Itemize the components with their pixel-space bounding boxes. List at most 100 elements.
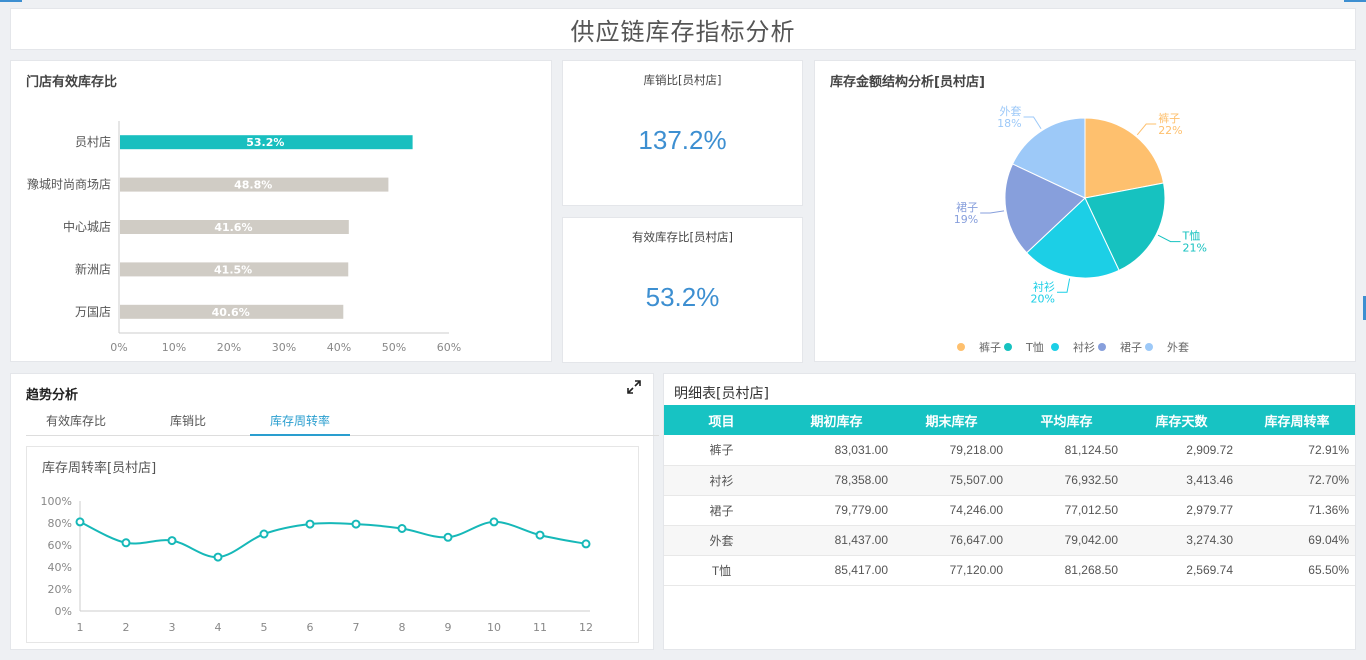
data-point [535,530,545,540]
x-tick-label: 10 [487,621,501,634]
table-cell: 外套 [664,525,779,556]
expand-icon[interactable] [627,380,641,394]
bar-value-label: 40.6% [212,306,250,319]
x-tick-label: 1 [77,621,84,634]
kpi-effective-ratio-title: 有效库存比[员村店] [632,230,733,244]
table-cell: 衬衫 [664,465,779,496]
x-tick-label: 9 [445,621,452,634]
pie-slice-name: 外套 [1000,105,1022,118]
table-cell: 2,569.74 [1124,555,1239,586]
legend-label: 裤子 [979,340,1001,354]
pie-leader-line [1023,116,1042,130]
table-cell: 71.36% [1239,495,1355,526]
bar [120,262,349,277]
col-turnover[interactable]: 库存周转率 [1239,405,1355,435]
legend-label: T恤 [1025,341,1044,354]
table-cell: 77,012.50 [1009,495,1124,526]
page-title: 供应链库存指标分析 [570,17,796,46]
table-row: 衬衫 78,358.00 75,507.00 76,932.50 3,413.46 72.… [664,465,1355,496]
pie-slice [1084,117,1165,199]
x-tick-label: 6 [307,621,314,634]
bar [120,135,413,150]
pie-slice [1084,182,1166,272]
tab-turnover-rate[interactable]: 库存周转率 [250,412,350,436]
x-tick-label: 60% [437,341,461,354]
kpi-sales-ratio-panel: 库销比[员村店] 137.2% [562,60,803,206]
data-point [581,539,591,549]
col-opening-stock[interactable]: 期初库存 [779,405,894,435]
page-title-bar: 供应链库存指标分析 [10,8,1356,50]
bar-value-label: 48.8% [234,179,272,192]
store-ratio-panel: 门店有效库存比 0% 10% 20% 30% 40% 50% 60% 员村店 53.2% 豫城时尚… [10,60,552,362]
data-point [167,536,177,546]
bar-category-label: 新洲店 [75,261,111,276]
pie-slice-percent: 21% [1183,242,1207,255]
table-cell: 72.91% [1239,435,1355,466]
col-item[interactable]: 项目 [664,405,779,435]
pie-slice-percent: 20% [1031,292,1055,305]
table-cell: 72.70% [1239,465,1355,496]
top-right-edge-mark [1344,0,1366,2]
col-stock-days[interactable]: 库存天数 [1124,405,1239,435]
table-header-row: 项目 期初库存 期末库存 平均库存 库存天数 库存周转率 [664,405,1355,435]
x-tick-label: 50% [382,341,406,354]
x-tick-label: 11 [533,621,547,634]
col-avg-stock[interactable]: 平均库存 [1009,405,1124,435]
kpi-sales-ratio-value: 137.2% [638,125,727,155]
legend-marker [1004,343,1012,351]
table-cell: 裤子 [664,435,779,466]
x-tick-label: 30% [272,341,296,354]
x-tick-label: 40% [327,341,351,354]
trend-title: 趋势分析 [26,388,79,403]
x-tick-label: 3 [169,621,176,634]
store-ratio-bar-chart: 0% 10% 20% 30% 40% 50% 60% 员村店 53.2% 豫城时尚商场店 48.8%… [27,121,461,354]
bar [120,177,389,192]
table-row: 裤子 83,031.00 79,218.00 81,124.50 2,909.72 72.… [664,435,1355,466]
legend-marker [1145,343,1153,351]
tab-sales-ratio[interactable]: 库销比 [169,414,206,428]
table-cell: 74,246.00 [894,495,1009,526]
amount-structure-title: 库存金额结构分析[员村店] [830,75,985,90]
legend-label: 外套 [1167,341,1189,354]
x-tick-label: 12 [579,621,593,634]
x-tick-label: 10% [162,341,186,354]
table-cell: 79,779.00 [779,495,894,526]
pie-leader-line [980,210,1005,214]
pie-slice-name: 裤子 [1158,111,1180,125]
right-scroll-indicator[interactable] [1363,296,1366,320]
table-row: T恤 85,417.00 77,120.00 81,268.50 2,569.74 65.… [664,555,1355,586]
bar-value-label: 41.6% [214,221,252,234]
table-row: 外套 81,437.00 76,647.00 79,042.00 3,274.30 69.… [664,525,1355,556]
legend-marker [1098,343,1106,351]
col-closing-stock[interactable]: 期末库存 [894,405,1009,435]
amount-structure-panel: 库存金额结构分析[员村店] 裤子 22% T恤 21% 衬衫 20% 裙子 19% 外套 18% 裤… [814,60,1356,362]
legend-marker [1051,343,1059,351]
table-cell: 76,647.00 [894,525,1009,556]
y-tick-label: 40% [48,561,72,574]
y-tick-label: 0% [55,605,72,618]
series-line [79,520,587,559]
table-cell: 81,437.00 [779,525,894,556]
bar-value-label: 53.2% [246,136,284,149]
table-row: 裙子 79,779.00 74,246.00 77,012.50 2,979.77 71.… [664,495,1355,526]
pie-slice [1004,163,1086,254]
bar-category-label: 员村店 [75,135,111,149]
detail-panel: 明细表[员村店] 项目 期初库存 期末库存 平均库存 库存天数 库存周转率 裤子… [663,373,1356,650]
kpi-effective-ratio-panel: 有效库存比[员村店] 53.2% [562,217,803,363]
legend-label: 衬衫 [1073,341,1095,354]
turnover-chart-title: 库存周转率[员村店] [42,461,157,476]
legend-label: 裙子 [1120,341,1142,354]
data-point [305,519,315,529]
y-tick-label: 100% [41,495,72,508]
table-cell: 3,274.30 [1124,525,1239,556]
table-cell: 75,507.00 [894,465,1009,496]
data-point [489,517,499,527]
table-cell: 2,979.77 [1124,495,1239,526]
table-cell: 79,218.00 [894,435,1009,466]
tab-effective-ratio[interactable]: 有效库存比 [45,414,106,428]
y-tick-label: 80% [48,517,72,530]
table-cell: 65.50% [1239,555,1355,586]
bar-category-label: 万国店 [75,305,111,319]
x-tick-label: 4 [215,621,222,634]
